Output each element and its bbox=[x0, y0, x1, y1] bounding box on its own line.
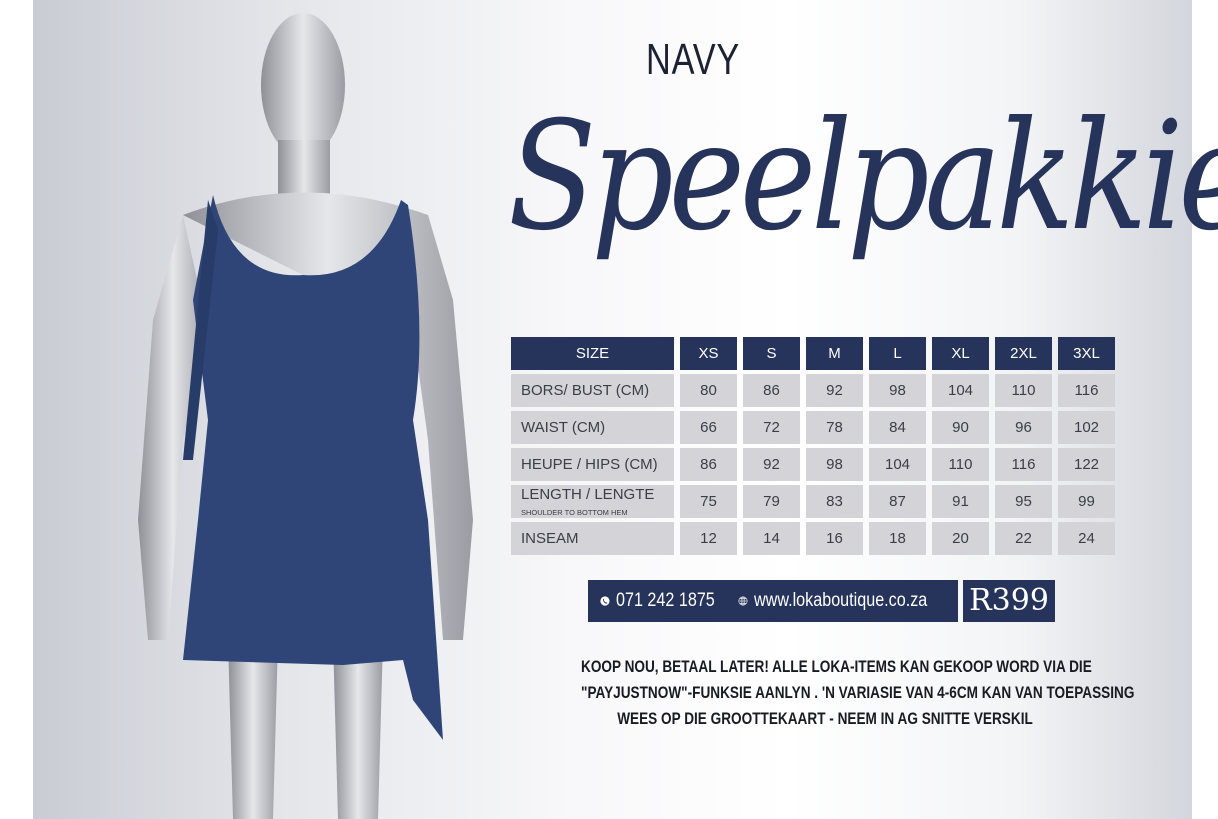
product-size-chart bbox=[33, 0, 1192, 819]
table-row: BORS/ BUST (CM) 80 86 92 98 104 110 116 bbox=[511, 374, 1115, 407]
table-row: INSEAM 12 14 16 18 20 22 24 bbox=[511, 522, 1115, 555]
navy-playsuit bbox=[183, 195, 443, 740]
table-cell: 16 bbox=[806, 522, 863, 555]
phone-number[interactable]: 071 242 1875 bbox=[615, 590, 715, 611]
table-row: WAIST (CM) 66 72 78 84 90 96 102 bbox=[511, 411, 1115, 444]
table-row: HEUPE / HIPS (CM) 86 92 98 104 110 116 122 bbox=[511, 448, 1115, 481]
table-cell: 72 bbox=[743, 411, 800, 444]
header-cell: S bbox=[743, 337, 800, 370]
header-cell: M bbox=[806, 337, 863, 370]
table-cell: 83 bbox=[806, 485, 863, 518]
table-cell: 110 bbox=[932, 448, 989, 481]
table-row: LENGTH / LENGTE SHOULDER TO BOTTOM HEM 75 7… bbox=[511, 485, 1115, 518]
mannequin-image bbox=[138, 13, 473, 819]
note-line: "PAYJUSTNOW"-FUNKSIE AANLYN . 'N VARIASI… bbox=[581, 683, 1135, 702]
table-cell: 86 bbox=[680, 448, 737, 481]
contact-bar: 071 242 1875 www.lokaboutique.co.za bbox=[588, 580, 958, 622]
table-cell: 96 bbox=[995, 411, 1052, 444]
table-cell: 116 bbox=[995, 448, 1052, 481]
phone-icon bbox=[600, 596, 610, 606]
table-cell: 14 bbox=[743, 522, 800, 555]
table-header-row: SIZE XS S M L XL 2XL 3XL bbox=[511, 337, 1115, 370]
header-cell: 2XL bbox=[995, 337, 1052, 370]
table-cell: 78 bbox=[806, 411, 863, 444]
table-cell: 18 bbox=[869, 522, 926, 555]
product-title: Speelpakkie bbox=[508, 90, 1218, 264]
table-cell: 79 bbox=[743, 485, 800, 518]
row-sublabel: SHOULDER TO BOTTOM HEM bbox=[521, 508, 628, 517]
table-cell: 104 bbox=[869, 448, 926, 481]
table-cell: 22 bbox=[995, 522, 1052, 555]
header-cell: XL bbox=[932, 337, 989, 370]
header-cell: SIZE bbox=[511, 337, 674, 370]
row-label: WAIST (CM) bbox=[511, 411, 674, 444]
table-cell: 87 bbox=[869, 485, 926, 518]
table-cell: 95 bbox=[995, 485, 1052, 518]
note-line: WEES OP DIE GROOTTEKAART - NEEM IN AG SN… bbox=[617, 709, 1033, 728]
table-cell: 24 bbox=[1058, 522, 1115, 555]
header-cell: L bbox=[869, 337, 926, 370]
row-label-text: LENGTH / LENGTE bbox=[521, 486, 655, 503]
table-cell: 12 bbox=[680, 522, 737, 555]
price-tag: R399 bbox=[963, 580, 1055, 622]
row-label: HEUPE / HIPS (CM) bbox=[511, 448, 674, 481]
table-cell: 116 bbox=[1058, 374, 1115, 407]
table-cell: 122 bbox=[1058, 448, 1115, 481]
table-cell: 84 bbox=[869, 411, 926, 444]
table-cell: 92 bbox=[806, 374, 863, 407]
row-label: BORS/ BUST (CM) bbox=[511, 374, 674, 407]
table-cell: 86 bbox=[743, 374, 800, 407]
header-cell: 3XL bbox=[1058, 337, 1115, 370]
header-cell: XS bbox=[680, 337, 737, 370]
payment-note: KOOP NOU, BETAAL LATER! ALLE LOKA-ITEMS … bbox=[520, 654, 1135, 732]
table-cell: 98 bbox=[869, 374, 926, 407]
table-cell: 104 bbox=[932, 374, 989, 407]
table-cell: 92 bbox=[743, 448, 800, 481]
table-cell: 80 bbox=[680, 374, 737, 407]
table-cell: 110 bbox=[995, 374, 1052, 407]
website-link[interactable]: www.lokaboutique.co.za bbox=[754, 590, 928, 611]
note-line: KOOP NOU, BETAAL LATER! ALLE LOKA-ITEMS … bbox=[581, 657, 1092, 676]
color-heading: NAVY bbox=[646, 35, 741, 84]
table-cell: 98 bbox=[806, 448, 863, 481]
row-label: INSEAM bbox=[511, 522, 674, 555]
size-table: SIZE XS S M L XL 2XL 3XL BORS/ BUST (CM)… bbox=[505, 333, 1121, 559]
table-cell: 99 bbox=[1058, 485, 1115, 518]
table-cell: 75 bbox=[680, 485, 737, 518]
table-cell: 20 bbox=[932, 522, 989, 555]
table-cell: 90 bbox=[932, 411, 989, 444]
row-label: LENGTH / LENGTE SHOULDER TO BOTTOM HEM bbox=[511, 485, 674, 518]
table-cell: 102 bbox=[1058, 411, 1115, 444]
table-cell: 91 bbox=[932, 485, 989, 518]
globe-icon bbox=[738, 596, 748, 606]
table-cell: 66 bbox=[680, 411, 737, 444]
